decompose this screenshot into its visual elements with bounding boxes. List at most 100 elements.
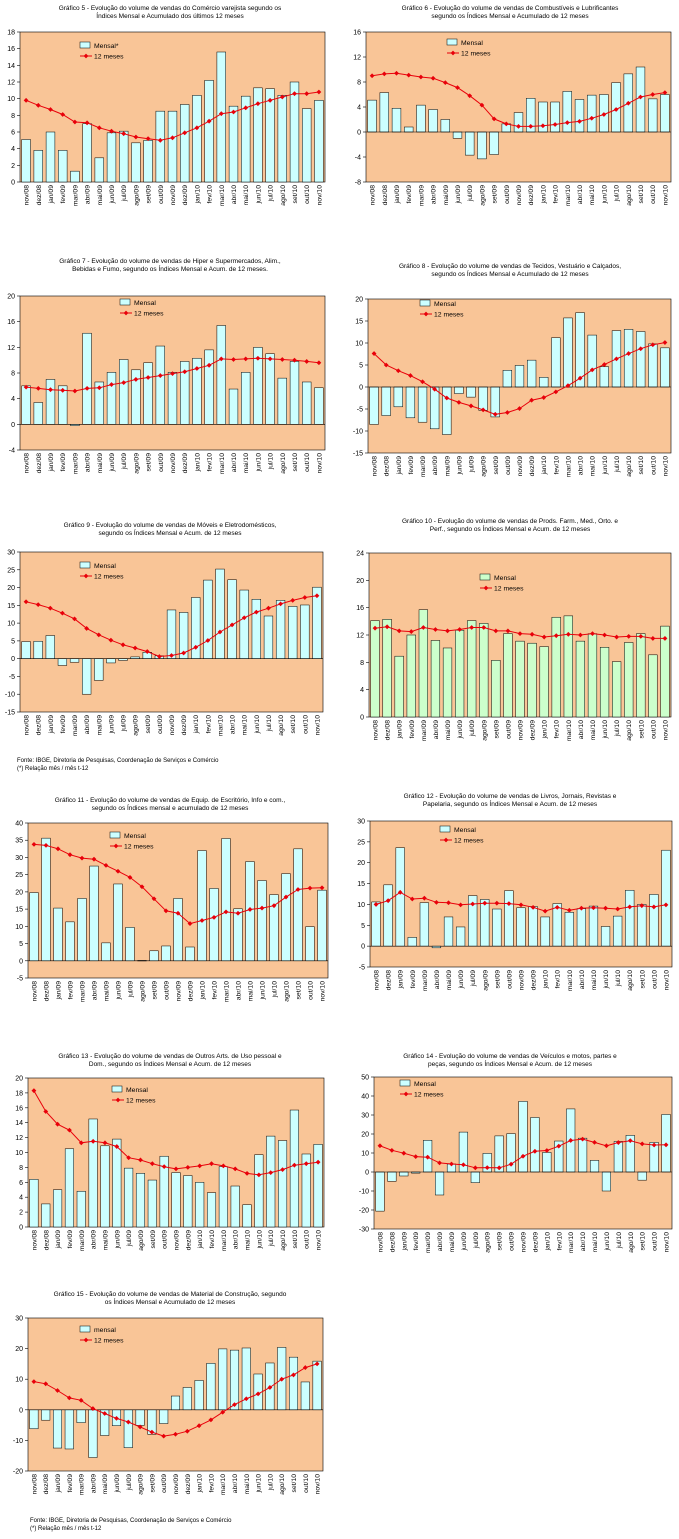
bar-mark (112, 1138, 122, 1228)
y-tick-label: 10 (357, 902, 365, 909)
line-point (604, 1143, 609, 1149)
bar-mark (192, 95, 202, 183)
x-tick-label: nov/09 (173, 1474, 180, 1495)
x-tick-label: set/09 (146, 185, 153, 204)
bar-mark (382, 619, 392, 718)
x-tick-label: mai/09 (102, 1230, 109, 1251)
x-tick-label: jan/10 (543, 970, 550, 990)
x-tick-label: out/10 (651, 970, 658, 989)
line-point (303, 1161, 309, 1167)
line-point (627, 1138, 633, 1144)
line-point (218, 111, 224, 117)
chart-title-line: Gráfico 13 - Evolução do volume de venda… (58, 1053, 282, 1060)
x-tick-label: jun/10 (255, 453, 262, 473)
line-point (184, 1428, 190, 1434)
y-tick-label: 0 (11, 656, 15, 663)
x-tick-label: nov/09 (169, 715, 176, 736)
x-tick-label: jan/10 (542, 720, 549, 740)
x-tick-label: jul/09 (121, 715, 128, 732)
x-tick-label: nov/09 (521, 1232, 528, 1253)
line-point (371, 351, 377, 356)
legend-bar-label: Mensal (494, 575, 516, 582)
bar-mark (204, 80, 214, 183)
line-point (121, 380, 127, 386)
line-point (193, 644, 199, 650)
x-tick-label: ago/10 (628, 1232, 635, 1253)
bar-mark (135, 1409, 145, 1426)
line-point (60, 387, 66, 393)
x-tick-label: jan/09 (55, 1230, 62, 1250)
x-tick-label: mai/10 (248, 981, 255, 1002)
line-point (389, 1147, 395, 1153)
line-point (66, 1395, 72, 1401)
line-point (133, 134, 139, 140)
line-point (480, 407, 486, 413)
line-point (149, 1429, 155, 1435)
bar-mark (394, 655, 404, 718)
line-point (90, 1406, 96, 1411)
x-tick-label: abr/09 (434, 970, 441, 989)
x-tick-label: fev/10 (207, 185, 214, 204)
bar-mark (230, 1349, 239, 1411)
x-tick-label: ago/10 (280, 453, 287, 474)
bar-mark (167, 110, 178, 183)
line-point (91, 856, 97, 862)
legend-bar-label: Mensal (134, 300, 156, 307)
x-tick-label: jan/09 (48, 715, 55, 735)
y-tick-label: 24 (356, 551, 364, 558)
x-tick-label: mar/09 (79, 1474, 86, 1495)
y-tick-label: 4 (357, 105, 361, 112)
x-tick-label: jan/09 (48, 453, 55, 473)
bar-mark (88, 1409, 98, 1458)
line-point (109, 382, 114, 387)
line-point (602, 632, 607, 638)
x-tick-label: mar/09 (72, 185, 79, 206)
line-point (90, 1138, 96, 1144)
line-point (397, 889, 403, 895)
line-point (651, 1142, 657, 1148)
line-point (31, 1379, 37, 1385)
line-point (603, 905, 608, 911)
bar-mark (539, 646, 549, 718)
chart-title-line: Gráfico 8 - Evolução do volume de vendas… (398, 263, 622, 270)
line-point (532, 1148, 538, 1154)
x-tick-label: mar/09 (418, 185, 425, 206)
chart-title: Gráfico 13 - Evolução do volume de venda… (0, 1053, 340, 1069)
x-tick-label: set/09 (493, 456, 500, 475)
x-tick-label: dez/09 (530, 720, 537, 741)
y-tick-label: -20 (359, 1208, 369, 1215)
legend-bar-label: mensal (94, 1327, 116, 1334)
x-tick-label: mai/09 (444, 456, 451, 477)
line-point (114, 1144, 120, 1149)
line-point (442, 80, 448, 86)
line-point (145, 136, 151, 142)
x-tick-label: set/09 (145, 715, 152, 734)
x-tick-label: jan/10 (200, 981, 207, 1001)
line-point (23, 97, 29, 103)
x-tick-label: nov/08 (372, 456, 379, 477)
bar-mark (624, 642, 634, 718)
y-tick-label: 15 (357, 881, 365, 888)
line-point (31, 841, 37, 847)
legend-bar-swatch (79, 41, 91, 49)
y-tick-label: 12 (7, 80, 15, 87)
y-tick-label: 16 (353, 30, 361, 37)
x-tick-label: dez/09 (188, 981, 195, 1002)
x-tick-label: jan/09 (55, 1474, 62, 1494)
x-tick-label: abr/09 (433, 720, 440, 739)
x-tick-label: jul/10 (266, 715, 273, 732)
line-point (579, 905, 584, 911)
x-tick-label: jan/10 (194, 185, 201, 205)
x-tick-label: jan/10 (197, 1230, 204, 1250)
x-tick-label: out/10 (302, 715, 309, 734)
x-tick-label: jan/09 (397, 720, 404, 740)
line-point (96, 125, 102, 131)
line-point (115, 868, 121, 874)
line-point (170, 371, 175, 377)
y-tick-label: 25 (357, 839, 365, 846)
line-point (280, 1167, 285, 1173)
y-tick-label: -10 (5, 692, 15, 699)
y-tick-label: 12 (7, 345, 15, 352)
line-point (467, 93, 473, 99)
y-tick-label: 4 (360, 687, 364, 694)
